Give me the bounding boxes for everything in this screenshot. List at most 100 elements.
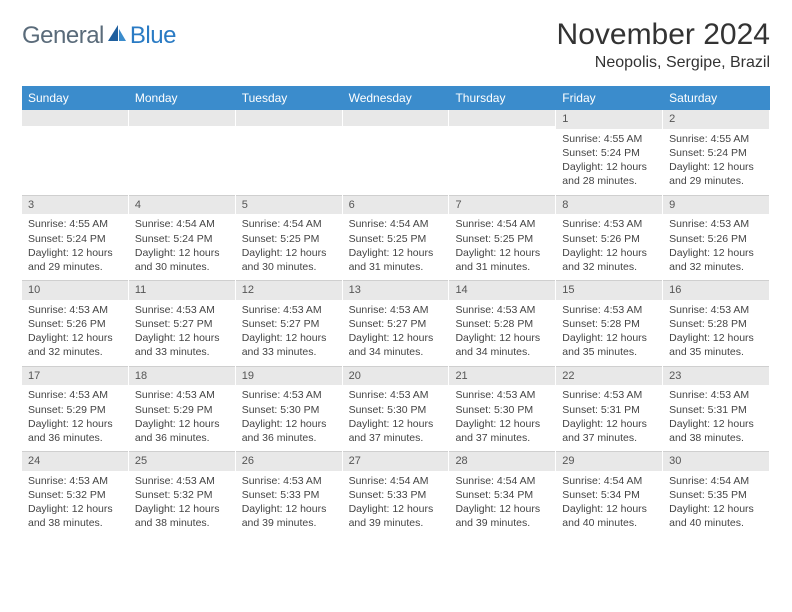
- sunrise-text: Sunrise: 4:53 AM: [135, 303, 229, 317]
- sunset-text: Sunset: 5:30 PM: [349, 403, 443, 417]
- day-cell: 22Sunrise: 4:53 AMSunset: 5:31 PMDayligh…: [556, 366, 663, 452]
- daylight-text: Daylight: 12 hours and 36 minutes.: [28, 417, 122, 445]
- daylight-text: Daylight: 12 hours and 39 minutes.: [455, 502, 549, 530]
- day-cell: 6Sunrise: 4:54 AMSunset: 5:25 PMDaylight…: [343, 195, 450, 281]
- day-info: Sunrise: 4:54 AMSunset: 5:25 PMDaylight:…: [449, 214, 555, 280]
- day-cell: [22, 110, 129, 195]
- logo-text-blue: Blue: [130, 22, 176, 50]
- day-number: 21: [449, 366, 555, 386]
- sunset-text: Sunset: 5:25 PM: [349, 232, 443, 246]
- day-cell: 1Sunrise: 4:55 AMSunset: 5:24 PMDaylight…: [556, 110, 663, 195]
- sunrise-text: Sunrise: 4:53 AM: [455, 303, 549, 317]
- day-info: Sunrise: 4:53 AMSunset: 5:32 PMDaylight:…: [22, 471, 128, 537]
- sail-icon: [106, 23, 128, 50]
- sunrise-text: Sunrise: 4:53 AM: [669, 303, 763, 317]
- sunrise-text: Sunrise: 4:53 AM: [242, 303, 336, 317]
- sunrise-text: Sunrise: 4:53 AM: [28, 474, 122, 488]
- daylight-text: Daylight: 12 hours and 30 minutes.: [135, 246, 229, 274]
- sunrise-text: Sunrise: 4:53 AM: [242, 388, 336, 402]
- weekday-header: Sunday: [22, 86, 129, 110]
- day-cell: 3Sunrise: 4:55 AMSunset: 5:24 PMDaylight…: [22, 195, 129, 281]
- day-cell: 8Sunrise: 4:53 AMSunset: 5:26 PMDaylight…: [556, 195, 663, 281]
- sunrise-text: Sunrise: 4:54 AM: [349, 217, 443, 231]
- day-number: [129, 110, 235, 126]
- daylight-text: Daylight: 12 hours and 35 minutes.: [669, 331, 763, 359]
- sunrise-text: Sunrise: 4:53 AM: [562, 388, 656, 402]
- sunrise-text: Sunrise: 4:55 AM: [669, 132, 763, 146]
- sunrise-text: Sunrise: 4:53 AM: [349, 303, 443, 317]
- sunset-text: Sunset: 5:30 PM: [242, 403, 336, 417]
- day-info: Sunrise: 4:54 AMSunset: 5:34 PMDaylight:…: [449, 471, 555, 537]
- daylight-text: Daylight: 12 hours and 39 minutes.: [349, 502, 443, 530]
- day-info: Sunrise: 4:53 AMSunset: 5:27 PMDaylight:…: [236, 300, 342, 366]
- day-info: Sunrise: 4:53 AMSunset: 5:32 PMDaylight:…: [129, 471, 235, 537]
- day-info: Sunrise: 4:53 AMSunset: 5:30 PMDaylight:…: [343, 385, 449, 451]
- daylight-text: Daylight: 12 hours and 28 minutes.: [562, 160, 656, 188]
- weeks-container: 1Sunrise: 4:55 AMSunset: 5:24 PMDaylight…: [22, 110, 770, 537]
- day-number: 19: [236, 366, 342, 386]
- daylight-text: Daylight: 12 hours and 31 minutes.: [349, 246, 443, 274]
- sunset-text: Sunset: 5:28 PM: [562, 317, 656, 331]
- day-info: Sunrise: 4:53 AMSunset: 5:29 PMDaylight:…: [22, 385, 128, 451]
- day-number: 15: [556, 280, 662, 300]
- sunrise-text: Sunrise: 4:53 AM: [455, 388, 549, 402]
- sunset-text: Sunset: 5:26 PM: [28, 317, 122, 331]
- daylight-text: Daylight: 12 hours and 32 minutes.: [669, 246, 763, 274]
- day-info: Sunrise: 4:53 AMSunset: 5:31 PMDaylight:…: [663, 385, 769, 451]
- day-cell: 15Sunrise: 4:53 AMSunset: 5:28 PMDayligh…: [556, 280, 663, 366]
- daylight-text: Daylight: 12 hours and 36 minutes.: [242, 417, 336, 445]
- sunrise-text: Sunrise: 4:53 AM: [135, 474, 229, 488]
- week-row: 24Sunrise: 4:53 AMSunset: 5:32 PMDayligh…: [22, 451, 770, 537]
- day-number: 22: [556, 366, 662, 386]
- sunset-text: Sunset: 5:24 PM: [562, 146, 656, 160]
- sunrise-text: Sunrise: 4:53 AM: [242, 474, 336, 488]
- day-info: Sunrise: 4:53 AMSunset: 5:27 PMDaylight:…: [343, 300, 449, 366]
- day-cell: 29Sunrise: 4:54 AMSunset: 5:34 PMDayligh…: [556, 451, 663, 537]
- day-cell: 2Sunrise: 4:55 AMSunset: 5:24 PMDaylight…: [663, 110, 770, 195]
- day-cell: 20Sunrise: 4:53 AMSunset: 5:30 PMDayligh…: [343, 366, 450, 452]
- sunrise-text: Sunrise: 4:55 AM: [562, 132, 656, 146]
- sunset-text: Sunset: 5:32 PM: [135, 488, 229, 502]
- title-block: November 2024 Neopolis, Sergipe, Brazil: [557, 18, 770, 72]
- sunset-text: Sunset: 5:27 PM: [349, 317, 443, 331]
- day-number: [343, 110, 449, 126]
- day-cell: [343, 110, 450, 195]
- sunset-text: Sunset: 5:25 PM: [455, 232, 549, 246]
- day-number: 24: [22, 451, 128, 471]
- sunset-text: Sunset: 5:24 PM: [28, 232, 122, 246]
- daylight-text: Daylight: 12 hours and 30 minutes.: [242, 246, 336, 274]
- day-cell: [449, 110, 556, 195]
- sunset-text: Sunset: 5:30 PM: [455, 403, 549, 417]
- day-cell: 16Sunrise: 4:53 AMSunset: 5:28 PMDayligh…: [663, 280, 770, 366]
- daylight-text: Daylight: 12 hours and 32 minutes.: [28, 331, 122, 359]
- day-cell: 26Sunrise: 4:53 AMSunset: 5:33 PMDayligh…: [236, 451, 343, 537]
- day-info: Sunrise: 4:53 AMSunset: 5:28 PMDaylight:…: [663, 300, 769, 366]
- day-info: Sunrise: 4:54 AMSunset: 5:25 PMDaylight:…: [236, 214, 342, 280]
- day-number: 16: [663, 280, 769, 300]
- day-number: 10: [22, 280, 128, 300]
- day-info: Sunrise: 4:53 AMSunset: 5:30 PMDaylight:…: [236, 385, 342, 451]
- daylight-text: Daylight: 12 hours and 38 minutes.: [669, 417, 763, 445]
- day-info: Sunrise: 4:55 AMSunset: 5:24 PMDaylight:…: [663, 129, 769, 195]
- daylight-text: Daylight: 12 hours and 37 minutes.: [455, 417, 549, 445]
- weekday-header: Friday: [556, 86, 663, 110]
- daylight-text: Daylight: 12 hours and 32 minutes.: [562, 246, 656, 274]
- day-number: 29: [556, 451, 662, 471]
- day-cell: 28Sunrise: 4:54 AMSunset: 5:34 PMDayligh…: [449, 451, 556, 537]
- sunrise-text: Sunrise: 4:54 AM: [455, 217, 549, 231]
- sunset-text: Sunset: 5:33 PM: [349, 488, 443, 502]
- day-info: Sunrise: 4:53 AMSunset: 5:27 PMDaylight:…: [129, 300, 235, 366]
- sunrise-text: Sunrise: 4:54 AM: [349, 474, 443, 488]
- daylight-text: Daylight: 12 hours and 33 minutes.: [135, 331, 229, 359]
- day-cell: 25Sunrise: 4:53 AMSunset: 5:32 PMDayligh…: [129, 451, 236, 537]
- daylight-text: Daylight: 12 hours and 33 minutes.: [242, 331, 336, 359]
- day-info: Sunrise: 4:53 AMSunset: 5:26 PMDaylight:…: [556, 214, 662, 280]
- weekday-header: Thursday: [449, 86, 556, 110]
- day-cell: 12Sunrise: 4:53 AMSunset: 5:27 PMDayligh…: [236, 280, 343, 366]
- location: Neopolis, Sergipe, Brazil: [557, 54, 770, 72]
- weekday-header: Monday: [129, 86, 236, 110]
- day-number: [236, 110, 342, 126]
- day-number: 12: [236, 280, 342, 300]
- day-info: Sunrise: 4:53 AMSunset: 5:31 PMDaylight:…: [556, 385, 662, 451]
- daylight-text: Daylight: 12 hours and 39 minutes.: [242, 502, 336, 530]
